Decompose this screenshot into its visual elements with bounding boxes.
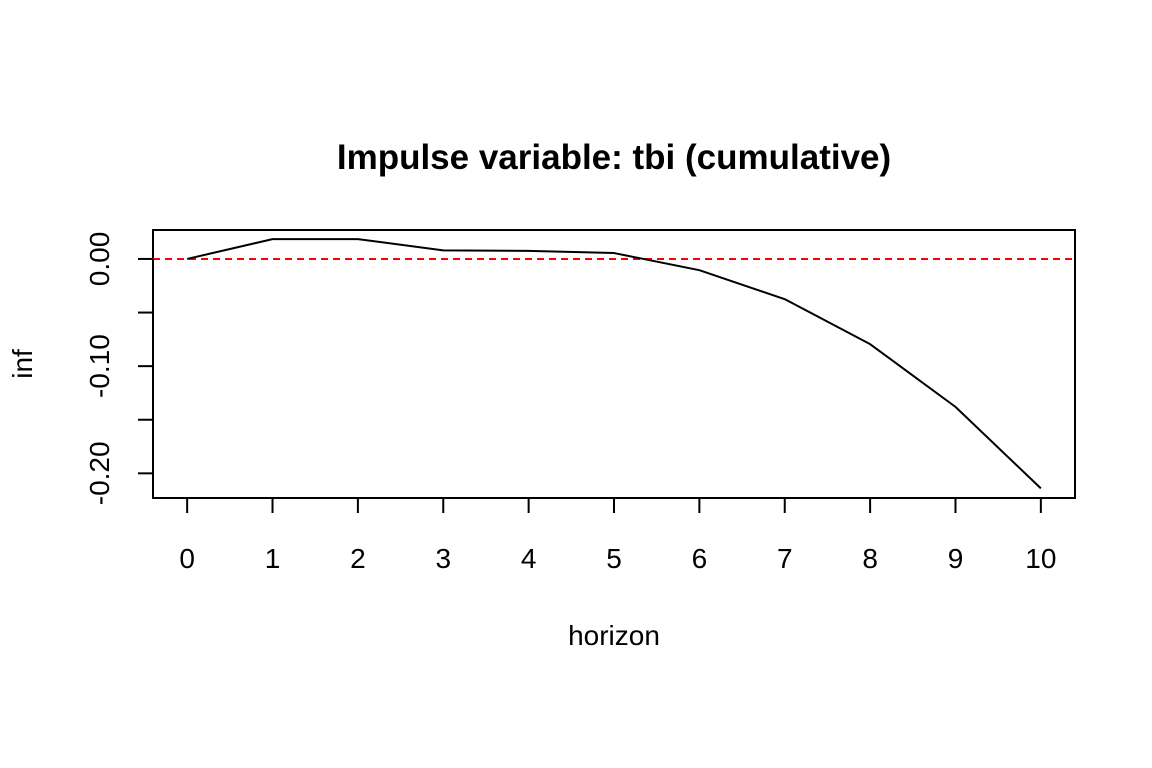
x-tick-label: 6 (692, 543, 708, 574)
x-axis: 0 1 2 3 4 5 6 7 8 9 10 (179, 497, 1056, 574)
series-line (186, 238, 1042, 490)
y-axis-label: inf (7, 349, 38, 379)
x-tick-label: 4 (521, 543, 537, 574)
x-tick-label: 7 (777, 543, 793, 574)
x-tick-label: 0 (179, 543, 195, 574)
x-tick-label: 1 (265, 543, 281, 574)
chart-title: Impulse variable: tbi (cumulative) (337, 138, 891, 177)
y-tick-label: 0.00 (84, 232, 115, 287)
x-tick-label: 2 (350, 543, 366, 574)
y-axis: 0.00 -0.10 -0.20 (84, 232, 154, 505)
x-tick-label: 5 (606, 543, 622, 574)
x-tick-label: 9 (948, 543, 964, 574)
x-tick-label: 10 (1025, 543, 1056, 574)
y-tick-label: -0.10 (84, 334, 115, 398)
x-axis-label: horizon (568, 620, 660, 651)
y-tick-label: -0.20 (84, 441, 115, 505)
plot-frame (152, 229, 1076, 499)
x-tick-label: 8 (862, 543, 878, 574)
x-tick-label: 3 (435, 543, 451, 574)
